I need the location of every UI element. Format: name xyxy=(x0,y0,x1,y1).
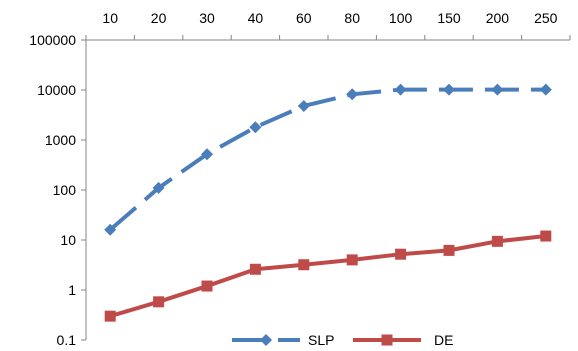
y-tick-label: 10000 xyxy=(37,82,76,98)
series-line-de xyxy=(109,234,547,319)
data-point xyxy=(297,99,310,112)
data-point xyxy=(104,223,117,236)
data-point xyxy=(540,230,552,242)
series-slp xyxy=(104,83,552,236)
data-point xyxy=(394,83,407,96)
y-tick-label: 10 xyxy=(60,232,76,248)
series-de xyxy=(104,230,552,322)
y-tick-label: 1000 xyxy=(45,132,76,148)
legend-marker xyxy=(381,334,393,346)
data-point xyxy=(346,254,358,266)
x-tick-label: 250 xyxy=(534,10,558,26)
data-point xyxy=(152,181,165,194)
legend-item-de: DE xyxy=(353,332,453,348)
data-point xyxy=(491,235,503,247)
x-tick-label: 10 xyxy=(102,10,118,26)
data-point xyxy=(491,83,504,96)
data-point xyxy=(153,296,165,308)
x-tick-label: 40 xyxy=(248,10,264,26)
x-tick-label: 30 xyxy=(199,10,215,26)
series-line-slp xyxy=(108,87,546,232)
data-point xyxy=(201,148,213,161)
legend: SLP DE xyxy=(232,332,453,348)
x-tick-label: 60 xyxy=(296,10,312,26)
y-tick-label: 100000 xyxy=(29,32,76,48)
data-point xyxy=(104,310,116,322)
data-point xyxy=(249,263,261,275)
legend-marker xyxy=(260,334,272,346)
x-tick-label: 20 xyxy=(151,10,167,26)
data-point xyxy=(346,88,359,101)
data-point xyxy=(249,121,262,134)
data-point xyxy=(443,244,455,256)
legend-item-slp: SLP xyxy=(232,332,334,348)
series xyxy=(104,83,552,322)
legend-label: SLP xyxy=(308,332,334,348)
data-point xyxy=(201,280,213,292)
y-tick-label: 1 xyxy=(68,282,76,298)
data-point xyxy=(298,259,310,271)
x-axis-ticks: 10 20 30 40 60 80 100 150 200 250 xyxy=(85,10,571,40)
y-tick-label: 0.1 xyxy=(57,332,77,348)
legend-label: DE xyxy=(434,332,453,348)
y-tick-label: 100 xyxy=(53,182,77,198)
data-point xyxy=(395,248,407,260)
x-tick-label: 80 xyxy=(344,10,360,26)
x-tick-label: 100 xyxy=(389,10,413,26)
data-point xyxy=(539,83,552,96)
y-axis-ticks: 0.1 1 10 100 1000 10000 100000 xyxy=(29,32,86,348)
data-point xyxy=(443,83,455,96)
x-tick-label: 200 xyxy=(486,10,510,26)
x-tick-label: 150 xyxy=(437,10,461,26)
